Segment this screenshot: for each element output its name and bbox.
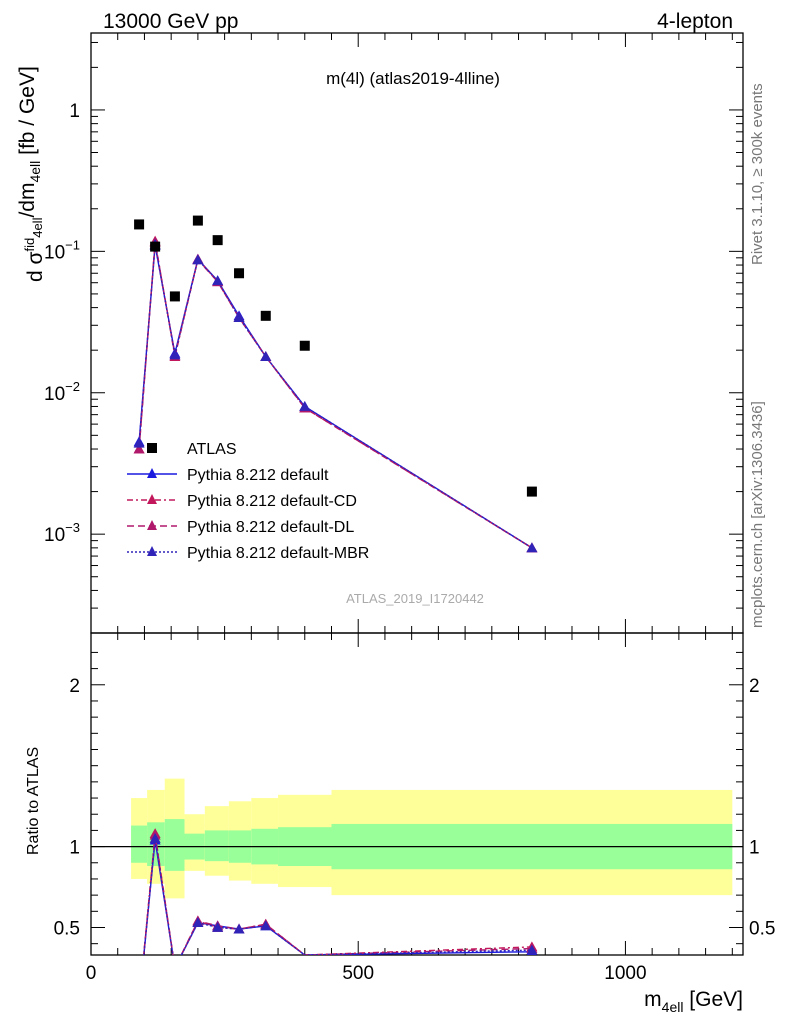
legend-dl-label: Pythia 8.212 default-DL xyxy=(187,519,354,536)
atlas-data-point xyxy=(169,291,180,302)
ratio-series-point-mbr xyxy=(149,832,161,843)
x-tick-label: 500 xyxy=(342,963,374,984)
main-series-point-mbr xyxy=(526,542,538,553)
header-left: 13000 GeV pp xyxy=(103,10,238,33)
atlas-data-point xyxy=(134,219,145,230)
legend-cd-label: Pythia 8.212 default-CD xyxy=(187,493,357,510)
main-y-tick-label: 10−3 xyxy=(44,520,80,546)
legend-atlas-label: ATLAS xyxy=(187,441,237,458)
x-tick-label: 1000 xyxy=(604,963,646,984)
main-series-line-dl xyxy=(138,242,533,549)
atlas-data-point xyxy=(526,486,537,497)
ratio-y-axis-label: Ratio to ATLAS xyxy=(25,747,42,855)
legend-default-label: Pythia 8.212 default xyxy=(187,467,329,484)
atlas-data-point xyxy=(192,215,203,226)
atlas-data-point xyxy=(260,310,271,321)
main-series-point-mbr xyxy=(233,312,245,322)
ratio-band-inner xyxy=(204,830,229,862)
main-series-point-mbr xyxy=(133,437,145,448)
atlas-data-point xyxy=(234,268,245,279)
ratio-series-group xyxy=(142,828,538,955)
plot-title: m(4l) (atlas2019-4lline) xyxy=(326,69,500,88)
ratio-y-tick-label-right: 0.5 xyxy=(749,918,775,939)
ratio-y-tick-label-right: 2 xyxy=(749,676,760,697)
main-series-line-mbr xyxy=(138,244,533,549)
x-tick-label: 0 xyxy=(86,963,97,984)
legend-cd-marker xyxy=(147,494,157,504)
legend-mbr-marker xyxy=(147,546,157,556)
ratio-y-tick-label-left: 2 xyxy=(69,676,80,697)
ratio-series-point-mbr xyxy=(212,921,224,932)
ratio-series-line-mbr xyxy=(143,838,532,955)
main-plot-frame xyxy=(90,32,744,634)
main-series-point-mbr xyxy=(299,400,311,411)
data-marks xyxy=(133,215,538,955)
header-right: 4-lepton xyxy=(657,10,733,33)
ratio-series-point-mbr xyxy=(260,920,272,931)
legend-default-marker xyxy=(147,468,157,478)
legend: ATLAS Pythia 8.212 default Pythia 8.212 … xyxy=(127,441,369,562)
side-text-top: Rivet 3.1.10, ≥ 300k events xyxy=(749,83,766,265)
main-series-point-mbr xyxy=(192,254,204,265)
main-y-tick-label: 1 xyxy=(69,101,80,122)
uncertainty-bands xyxy=(91,778,743,899)
ratio-plot-frame xyxy=(90,632,744,956)
ratio-y-tick-label-left: 1 xyxy=(69,838,80,859)
main-y-axis-label: d σfid4ell/dm4ell [fb / GeV] xyxy=(16,66,47,282)
atlas-data-point xyxy=(299,340,310,351)
ratio-series-point-mbr xyxy=(233,923,245,934)
legend-dl-marker xyxy=(147,520,157,530)
atlas-data-point xyxy=(150,241,161,252)
watermark: ATLAS_2019_I1720442 xyxy=(346,591,484,606)
main-series-point-mbr xyxy=(260,351,272,362)
plot-frames: 0 500 1000 1 10−1 10−2 10−3 0.5 0.5 1 1 2 2 xyxy=(44,32,775,984)
main-y-tick-label: 10−2 xyxy=(44,379,80,405)
ratio-y-tick-label-left: 0.5 xyxy=(54,918,80,939)
side-text-bottom: mcplots.cern.ch [arXiv:1306.3436] xyxy=(749,401,766,628)
legend-mbr-label: Pythia 8.212 default-MBR xyxy=(187,545,369,562)
main-y-tick-label: 10−1 xyxy=(44,237,80,263)
ratio-band-inner xyxy=(164,819,185,871)
ratio-series-point-mbr xyxy=(526,944,538,955)
ratio-y-tick-label-right: 1 xyxy=(749,838,760,859)
legend-atlas-marker xyxy=(147,443,157,453)
ratio-band-inner xyxy=(131,825,148,863)
atlas-data-point xyxy=(212,235,223,246)
main-series-point-dl xyxy=(133,443,145,454)
ratio-series-point-mbr xyxy=(192,917,204,928)
x-axis-label: m4ell [GeV] xyxy=(644,988,743,1015)
main-series-point-mbr xyxy=(212,275,224,286)
main-series-point-mbr xyxy=(169,349,181,360)
